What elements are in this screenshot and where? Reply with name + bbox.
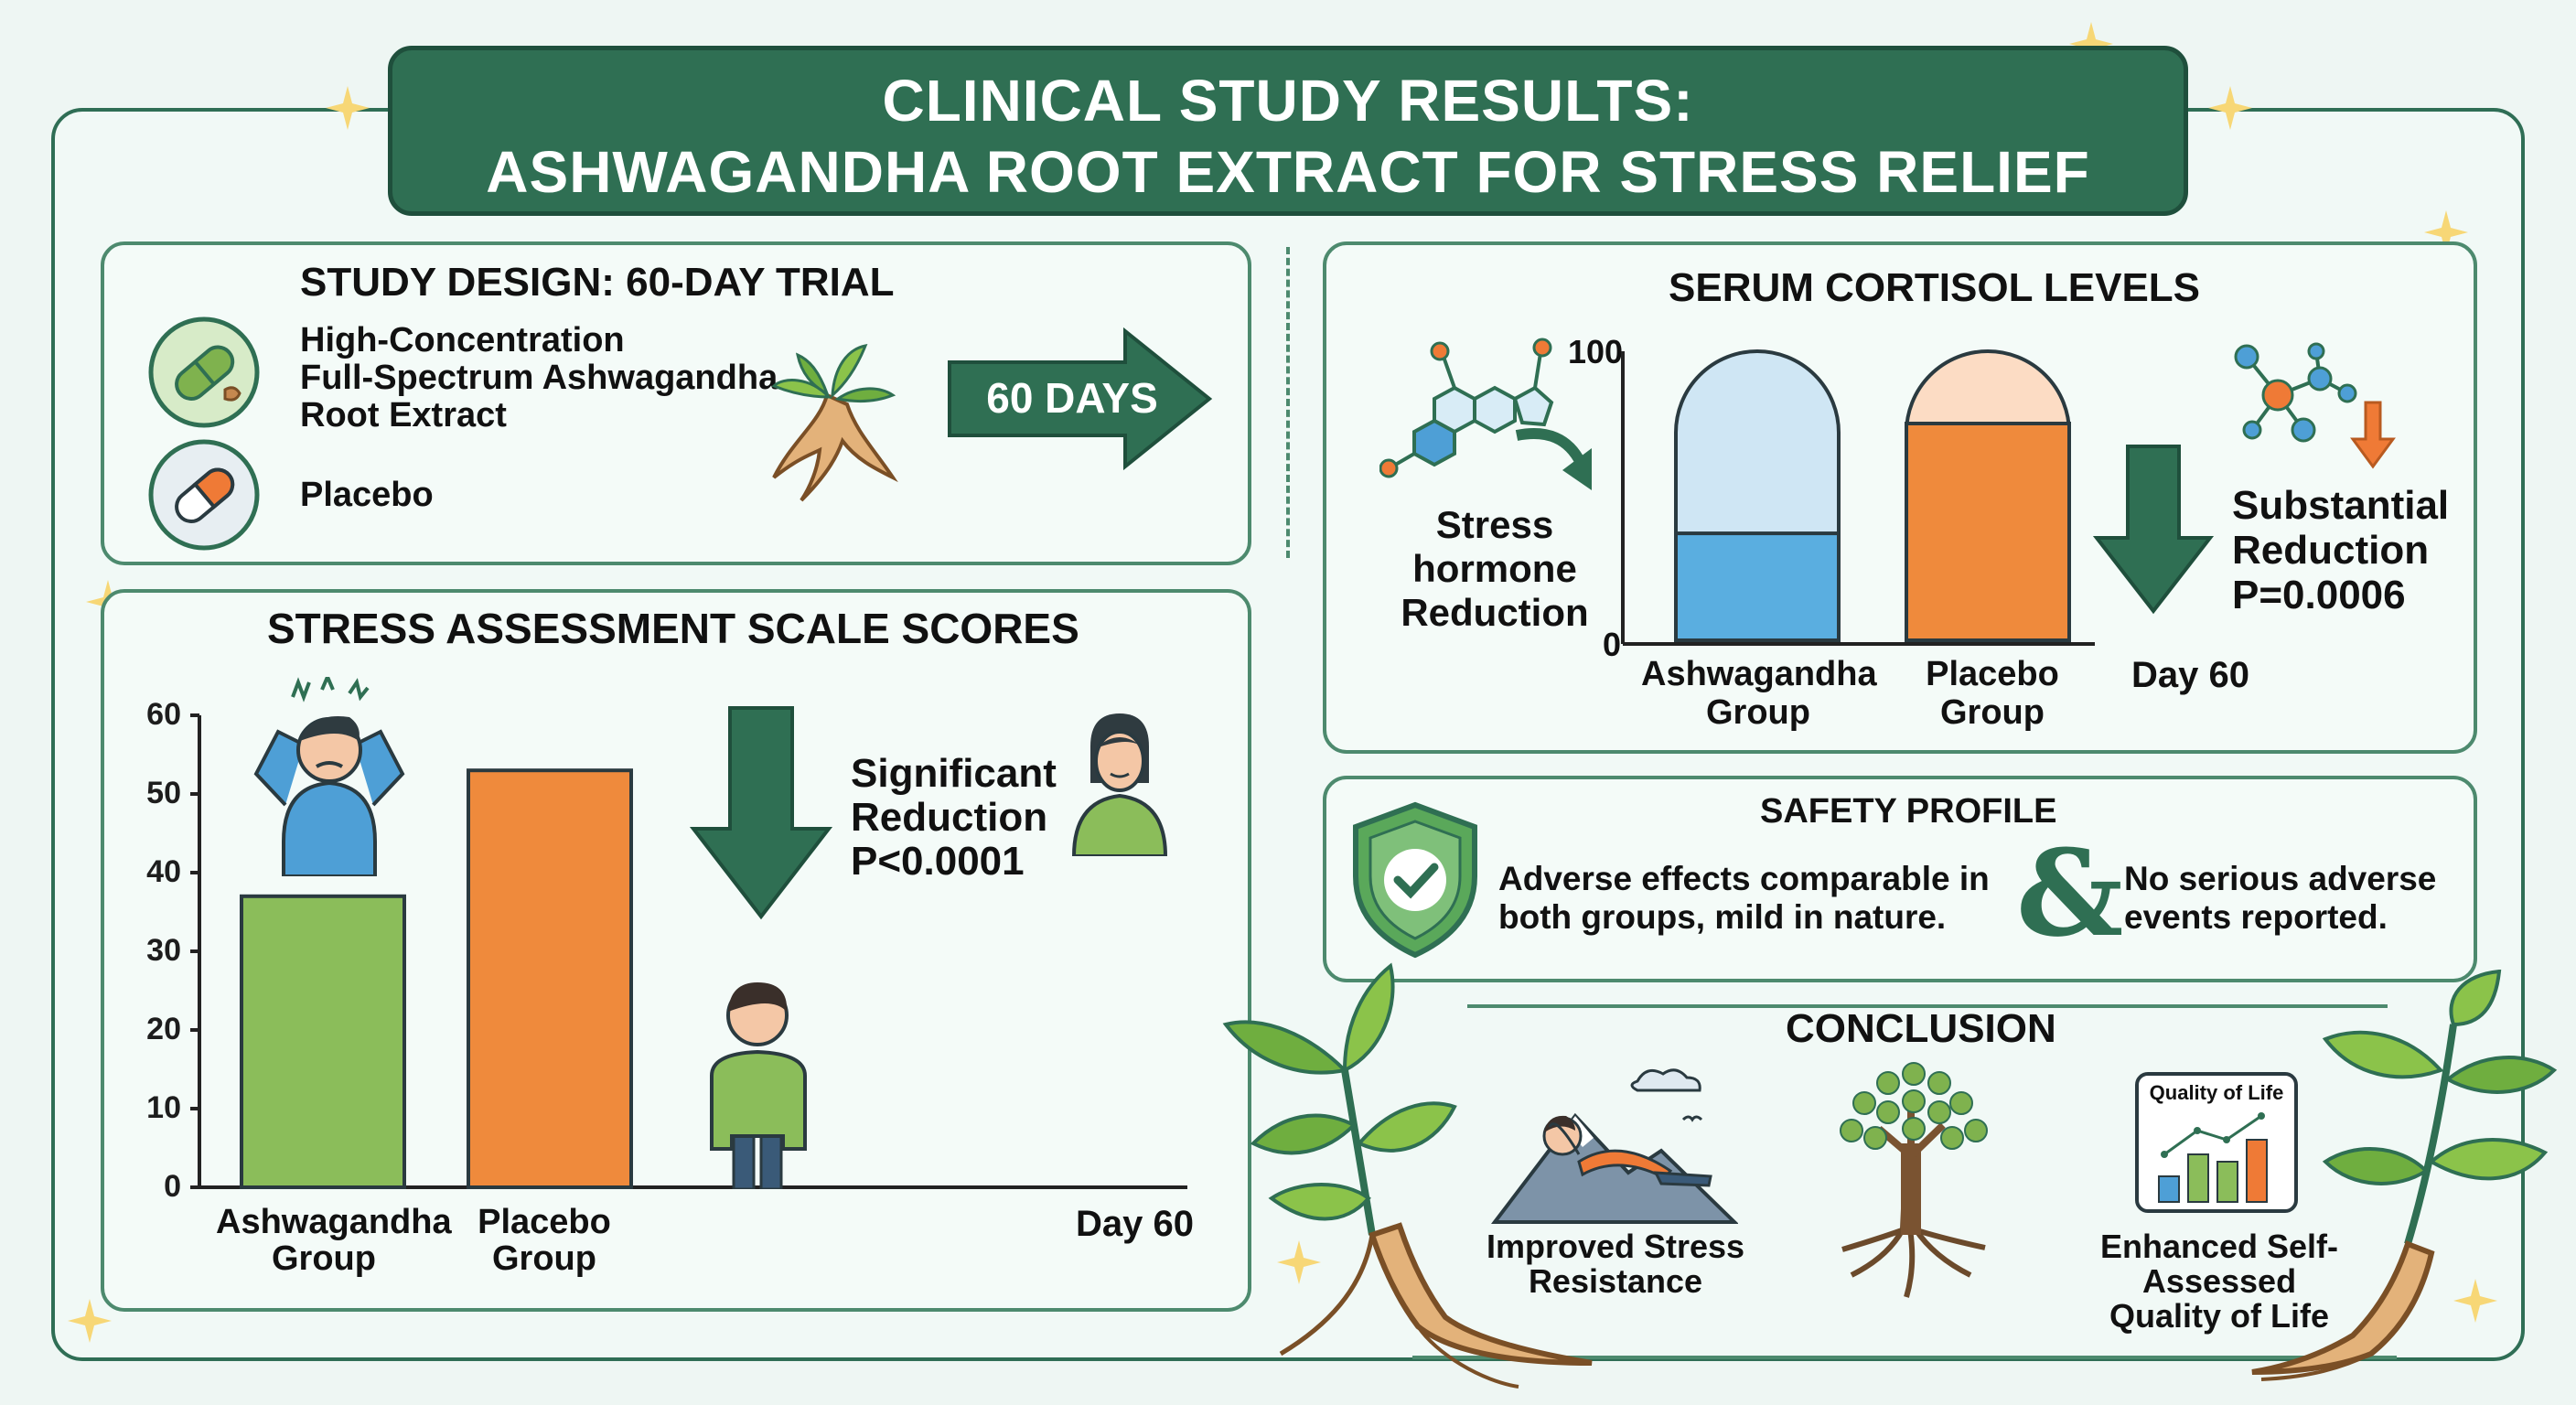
stress-y-tick-label: 40 (146, 854, 181, 889)
stress-y-tick-label: 30 (146, 933, 181, 968)
note-line: Reduction (2232, 528, 2430, 573)
stress-bar (467, 768, 633, 1189)
ashwagandha-plant-right-icon (2251, 970, 2558, 1381)
note-line: P=0.0006 (2232, 573, 2406, 617)
cortisol-title: SERUM CORTISOL LEVELS (1669, 265, 2201, 310)
sparkle-icon (1277, 1240, 1321, 1284)
stress-bar (240, 894, 406, 1189)
placebo-label: Placebo (300, 476, 434, 514)
shield-check-icon (1353, 801, 1477, 959)
stress-y-tick-label: 10 (146, 1090, 181, 1125)
stress-y-tick-label: 0 (164, 1169, 181, 1204)
stress-cat-ashwagandha: Ashwagandha Group (216, 1203, 452, 1278)
label-line: Stress hormone (1412, 503, 1577, 590)
conclusion-title: CONCLUSION (1786, 1006, 2056, 1051)
stress-cat-placebo: Placebo Group (457, 1204, 631, 1277)
label-line: Improved Stress (1486, 1228, 1745, 1265)
tick-label: Group (492, 1239, 596, 1278)
cortisol-y-top: 100 (1568, 333, 1624, 370)
conclusion-stress-resistance: Improved Stress Resistance (1478, 1229, 1753, 1299)
sparkle-icon (326, 86, 370, 130)
stressed-person-icon (253, 677, 405, 876)
safety-title: SAFETY PROFILE (1760, 792, 2057, 831)
placebo-capsule-icon (148, 439, 260, 551)
note-line: P<0.0001 (851, 839, 1025, 884)
down-arrow-icon (2092, 445, 2215, 615)
stress-reduction-note: Significant Reduction P<0.0001 (851, 752, 1057, 884)
molecule-icon (1379, 338, 1592, 490)
molecule-arrow-icon (2234, 342, 2396, 469)
relaxing-person-icon (1491, 1068, 1738, 1224)
text-line: both groups, mild in nature. (1498, 898, 1947, 936)
note-line: Significant (851, 751, 1057, 796)
divider (1286, 247, 1290, 558)
stress-chart-title: STRESS ASSESSMENT SCALE SCORES (267, 605, 1079, 652)
safety-panel (1323, 776, 2477, 982)
text-line: No serious adverse (2124, 860, 2437, 897)
calm-woman-icon (1071, 713, 1168, 856)
ampersand: & (2016, 823, 2124, 963)
title-line-2: ASHWAGANDHA ROOT EXTRACT FOR STRESS RELI… (486, 139, 2090, 205)
safety-no-serious: No serious adverse events reported. (2124, 860, 2436, 937)
calm-man-icon (710, 982, 807, 1189)
qol-chart-icon (2158, 1112, 2268, 1203)
extract-capsule-icon (148, 316, 260, 428)
text-line: Adverse effects comparable in (1498, 860, 1990, 897)
safety-adverse-effects: Adverse effects comparable in both group… (1498, 860, 1990, 937)
tick-label: Ashwagandha (1641, 655, 1877, 693)
sparkle-icon (2424, 210, 2468, 254)
study-design-title: STUDY DESIGN: 60-DAY TRIAL (300, 260, 895, 305)
treatment-line: High-Concentration (300, 321, 625, 359)
down-arrow-icon (689, 706, 833, 920)
label-line: Reduction (1401, 591, 1589, 634)
sparkle-icon (2069, 22, 2113, 66)
cortisol-reduction-note: Substantial Reduction P=0.0006 (2232, 483, 2449, 617)
sparkle-icon (2453, 1279, 2497, 1323)
cortisol-panel (1323, 241, 2477, 754)
tick-label: Ashwagandha (216, 1203, 452, 1241)
note-line: Reduction (851, 795, 1048, 840)
cortisol-y-bottom: 0 (1603, 626, 1622, 663)
stress-hormone-label: Stress hormone Reduction (1358, 503, 1632, 635)
stress-y-tick-label: 20 (146, 1012, 181, 1046)
tick-label: Group (1706, 693, 1810, 732)
sixty-days-label: 60 DAYS (986, 374, 1158, 422)
tick-label: Placebo (1926, 655, 2059, 693)
ashwagandha-plant-left-icon (1222, 962, 1593, 1389)
tick-label: Group (1940, 693, 2045, 732)
tick-label: Placebo (478, 1203, 611, 1241)
label-line: Enhanced Self-Assessed (2099, 1228, 2339, 1300)
cortisol-day-label: Day 60 (2131, 655, 2249, 695)
cortisol-cat-placebo: Placebo Group (1903, 655, 2082, 732)
conclusion-quality-of-life: Enhanced Self-Assessed Quality of Life (2036, 1229, 2402, 1334)
tick-label: Group (272, 1239, 376, 1278)
note-line: Substantial (2232, 483, 2450, 528)
cortisol-bar (1905, 422, 2071, 642)
tree-icon (1840, 1062, 1988, 1298)
qol-chart-title: Quality of Life (2149, 1081, 2284, 1104)
stress-y-tick-label: 60 (146, 697, 181, 732)
label-line: Quality of Life (2109, 1297, 2329, 1335)
sixty-days-arrow (948, 327, 1213, 471)
stress-y-tick-label: 50 (146, 776, 181, 810)
title-line-1: CLINICAL STUDY RESULTS: (882, 68, 1694, 134)
sparkle-icon (2208, 86, 2252, 130)
sparkle-icon (68, 1299, 112, 1343)
text-line: events reported. (2124, 898, 2388, 936)
page-title: CLINICAL STUDY RESULTS: ASHWAGANDHA ROOT… (388, 46, 2188, 216)
cortisol-bar (1674, 531, 1841, 643)
treatment-line: Root Extract (300, 396, 507, 434)
treatment-description: High-Concentration Full-Spectrum Ashwaga… (300, 322, 778, 434)
treatment-line: Full-Spectrum Ashwagandha (300, 359, 778, 397)
ashwagandha-root-icon (771, 343, 898, 502)
stress-day-label: Day 60 (1076, 1204, 1194, 1244)
cortisol-cat-ashwagandha: Ashwagandha Group (1641, 655, 1877, 732)
label-line: Resistance (1528, 1262, 1703, 1300)
